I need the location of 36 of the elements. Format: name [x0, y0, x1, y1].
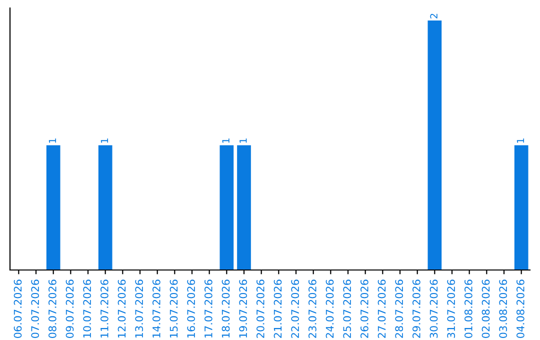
x-tick-label: 06.07.2026 — [14, 280, 22, 338]
x-tick-label: 20.07.2026 — [256, 280, 264, 338]
x-tick-label: 07.07.2026 — [31, 280, 40, 338]
data-label: 1 — [222, 138, 230, 143]
x-tick-label: 10.07.2026 — [83, 280, 92, 338]
data-label: 1 — [516, 138, 524, 143]
x-tick-label: 12.07.2026 — [118, 280, 126, 338]
x-tick-label: 31.07.2026 — [447, 280, 456, 338]
data-label: 1 — [100, 138, 108, 143]
x-tick-label: 22.07.2026 — [291, 280, 300, 338]
x-tick-label: 08.07.2026 — [48, 280, 56, 338]
x-tick-label: 25.07.2026 — [343, 280, 352, 338]
x-tick-label: 13.07.2026 — [135, 280, 144, 338]
x-tick-label: 17.07.2026 — [204, 280, 212, 338]
x-tick-label: 30.07.2026 — [430, 280, 438, 338]
x-tick-label: 09.07.2026 — [66, 280, 74, 338]
x-tick-label: 15.07.2026 — [170, 280, 178, 338]
x-tick-label: 19.07.2026 — [239, 280, 248, 338]
x-tick-label: 24.07.2026 — [326, 280, 334, 338]
x-tick-label: 01.08.2026 — [464, 280, 472, 338]
x-tick-label: 02.08.2026 — [482, 280, 490, 338]
x-tick-label: 28.07.2026 — [395, 280, 404, 338]
x-tick-label: 11.07.2026 — [100, 280, 108, 338]
x-tick-label: 16.07.2026 — [187, 280, 196, 338]
x-tick-label: 23.07.2026 — [308, 280, 316, 338]
x-tick-label: 03.08.2026 — [499, 280, 508, 338]
x-tick-label: 14.07.2026 — [152, 280, 160, 338]
data-label: 1 — [48, 138, 56, 143]
x-tick-label: 27.07.2026 — [378, 280, 386, 338]
x-tick-label: 26.07.2026 — [360, 280, 368, 338]
data-label: 2 — [430, 14, 438, 18]
x-tick-label: 29.07.2026 — [412, 280, 420, 338]
x-tick-label: 21.07.2026 — [274, 280, 282, 338]
data-label: 1 — [240, 138, 247, 143]
x-tick-label: 18.07.2026 — [222, 280, 230, 338]
x-tick-label: 04.08.2026 — [516, 280, 524, 338]
